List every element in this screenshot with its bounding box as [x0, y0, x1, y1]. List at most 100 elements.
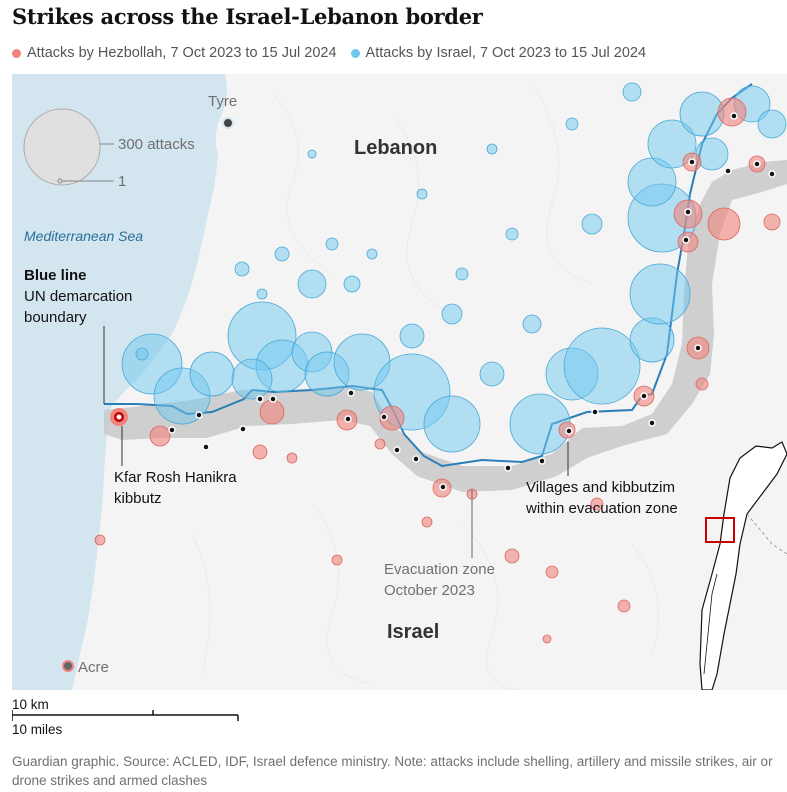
- village-marker: [682, 236, 690, 244]
- village-marker: [768, 170, 776, 178]
- hezbollah-strike: [695, 377, 709, 391]
- size-key: 300 attacks 1: [23, 108, 195, 190]
- israel-strike: [366, 248, 378, 260]
- village-marker: [347, 389, 355, 397]
- village-marker: [684, 208, 692, 216]
- footnote: Guardian graphic. Source: ACLED, IDF, Is…: [12, 754, 773, 788]
- evac-label-1: Evacuation zone: [384, 561, 495, 578]
- hezbollah-strike: [259, 399, 285, 425]
- map-svg: 300 attacks 1 Lebanon Israel Mediterrane…: [12, 74, 787, 690]
- israel-strike: [441, 303, 463, 325]
- israel-strike: [307, 149, 317, 159]
- village-marker: [724, 167, 732, 175]
- village-marker: [168, 426, 176, 434]
- hezbollah-strike: [149, 425, 171, 447]
- scale-bar-svg: 10 km 10 miles: [11, 697, 239, 737]
- kfar-label-2: kibbutz: [114, 490, 162, 507]
- hezbollah-strike: [545, 565, 559, 579]
- israel-strike: [622, 82, 642, 102]
- israel-strike: [629, 263, 691, 325]
- village-marker: [694, 344, 702, 352]
- israel-strike: [486, 143, 498, 155]
- size-key-small-label: 1: [118, 173, 126, 190]
- village-marker: [412, 455, 420, 463]
- kfar-label-1: Kfar Rosh Hanikra: [114, 469, 237, 486]
- inset-border: [746, 513, 787, 555]
- village-marker: [753, 160, 761, 168]
- hezbollah-dot-icon: [12, 48, 21, 58]
- israel-label: Israel: [387, 621, 439, 643]
- lebanon-label: Lebanon: [354, 137, 437, 159]
- israel-strike: [455, 267, 469, 281]
- village-marker: [393, 446, 401, 454]
- legend-hezbollah: Attacks by Hezbollah, 7 Oct 2023 to 15 J…: [12, 45, 337, 61]
- village-marker: [269, 395, 277, 403]
- israel-strike: [629, 317, 675, 363]
- israel-strike: [479, 361, 505, 387]
- hezbollah-strike: [421, 516, 433, 528]
- hezbollah-strike: [374, 438, 386, 450]
- hezbollah-strike: [94, 534, 106, 546]
- tyre-marker: [222, 117, 234, 129]
- israel-strike: [274, 246, 290, 262]
- hezbollah-strike: [286, 452, 298, 464]
- legend: Attacks by Hezbollah, 7 Oct 2023 to 15 J…: [12, 45, 646, 61]
- village-marker: [565, 427, 573, 435]
- villages-label-2: within evacuation zone: [525, 500, 678, 517]
- evac-label-2: October 2023: [384, 582, 475, 599]
- hezbollah-strike: [504, 548, 520, 564]
- inset-israel-outline: [699, 441, 787, 690]
- village-marker: [380, 413, 388, 421]
- israel-strike: [509, 393, 571, 455]
- blue-line-title: Blue line: [24, 267, 87, 284]
- village-marker: [648, 419, 656, 427]
- page-title: Strikes across the Israel-Lebanon border: [12, 4, 483, 29]
- sea-label: Mediterranean Sea: [24, 228, 143, 244]
- acre-label: Acre: [78, 659, 109, 676]
- hezbollah-strike: [763, 213, 781, 231]
- hezbollah-strike: [590, 497, 604, 511]
- israel-strike: [343, 275, 361, 293]
- village-marker: [439, 483, 447, 491]
- israel-strike: [297, 269, 327, 299]
- size-key-large-label: 300 attacks: [118, 136, 195, 153]
- inset-map: [699, 441, 787, 690]
- israel-dot-icon: [350, 48, 360, 58]
- terrain: [191, 83, 660, 690]
- hezbollah-strike: [542, 634, 552, 644]
- acre-marker: [62, 660, 74, 672]
- israel-strike: [325, 237, 339, 251]
- israel-strike: [135, 347, 149, 361]
- hezbollah-strike: [331, 554, 343, 566]
- inset-coast: [703, 573, 718, 675]
- hezbollah-strike: [252, 444, 268, 460]
- israel-strike: [423, 395, 481, 453]
- israel-strike: [256, 288, 268, 300]
- tyre-label: Tyre: [208, 93, 237, 110]
- israel-strike: [505, 227, 519, 241]
- israel-strike: [234, 261, 250, 277]
- israel-strike: [581, 213, 603, 235]
- israel-strike: [416, 188, 428, 200]
- scale-bar: 10 km 10 miles: [11, 696, 252, 740]
- village-marker: [202, 443, 210, 451]
- size-key-large-circle: [23, 108, 101, 186]
- size-key-small-circle: [57, 178, 63, 184]
- village-marker: [256, 395, 264, 403]
- legend-israel-label: Attacks by Israel, 7 Oct 2023 to 15 Jul …: [365, 45, 647, 61]
- inset-location-box: [705, 517, 735, 543]
- blue-line-desc2: boundary: [24, 309, 87, 326]
- israel-strike: [565, 117, 579, 131]
- village-marker: [730, 112, 738, 120]
- israel-strike: [627, 157, 677, 207]
- hezbollah-strike: [617, 599, 631, 613]
- hezbollah-strike: [717, 97, 747, 127]
- villages-label-1: Villages and kibbutzim: [526, 479, 675, 496]
- village-marker: [640, 392, 648, 400]
- israel-strike: [231, 358, 273, 400]
- village-marker: [344, 415, 352, 423]
- legend-israel: Attacks by Israel, 7 Oct 2023 to 15 Jul …: [350, 45, 647, 61]
- village-marker: [538, 457, 546, 465]
- israel-strike: [563, 327, 641, 405]
- israel-strike: [679, 91, 725, 137]
